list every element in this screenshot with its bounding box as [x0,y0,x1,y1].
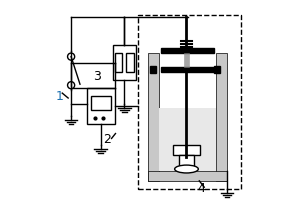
Bar [138,15,241,189]
Bar [115,53,122,72]
Text: 3: 3 [93,70,101,83]
Bar [150,66,156,73]
Bar [216,53,227,181]
Bar [148,53,159,181]
Bar [148,171,227,181]
Bar [159,108,216,171]
Text: 1: 1 [55,90,63,103]
Bar [112,45,136,80]
Text: 4: 4 [197,182,205,195]
Ellipse shape [175,165,198,173]
Bar [173,145,200,155]
Text: 2: 2 [103,133,110,146]
Bar [87,88,115,124]
Bar [178,155,194,167]
Bar [91,96,111,110]
Bar [126,53,134,72]
Bar [161,48,214,53]
Bar [161,67,214,72]
Bar [214,66,220,73]
